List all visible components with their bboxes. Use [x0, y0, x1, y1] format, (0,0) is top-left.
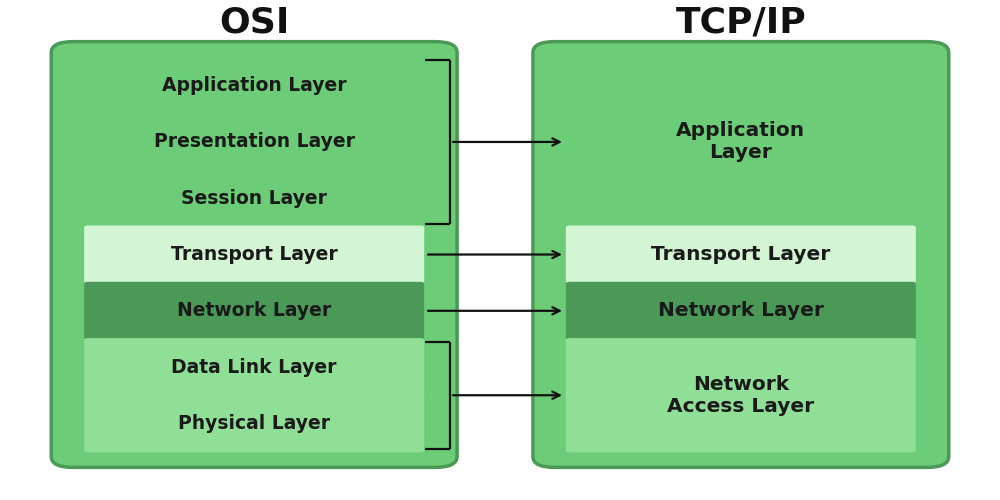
Text: Application Layer: Application Layer	[162, 76, 346, 95]
Text: TCP/IP: TCP/IP	[675, 6, 806, 40]
Text: Transport Layer: Transport Layer	[651, 245, 830, 264]
FancyBboxPatch shape	[84, 113, 424, 171]
Text: Network Layer: Network Layer	[658, 302, 824, 320]
Text: Presentation Layer: Presentation Layer	[154, 132, 355, 152]
Text: Network
Access Layer: Network Access Layer	[667, 374, 814, 416]
FancyBboxPatch shape	[84, 226, 424, 284]
FancyBboxPatch shape	[566, 56, 916, 227]
FancyBboxPatch shape	[566, 226, 916, 284]
Text: Physical Layer: Physical Layer	[178, 414, 330, 433]
FancyBboxPatch shape	[533, 42, 949, 468]
FancyBboxPatch shape	[84, 282, 424, 340]
FancyBboxPatch shape	[84, 56, 424, 114]
Text: Application
Layer: Application Layer	[676, 122, 805, 162]
Text: OSI: OSI	[219, 6, 289, 40]
FancyBboxPatch shape	[566, 338, 916, 452]
FancyBboxPatch shape	[84, 394, 424, 452]
FancyBboxPatch shape	[51, 42, 457, 468]
FancyBboxPatch shape	[566, 282, 916, 340]
FancyBboxPatch shape	[84, 338, 424, 396]
Text: Session Layer: Session Layer	[181, 188, 327, 208]
FancyBboxPatch shape	[84, 169, 424, 227]
Text: Transport Layer: Transport Layer	[171, 245, 338, 264]
Text: Network Layer: Network Layer	[177, 302, 331, 320]
Text: Data Link Layer: Data Link Layer	[171, 358, 337, 376]
